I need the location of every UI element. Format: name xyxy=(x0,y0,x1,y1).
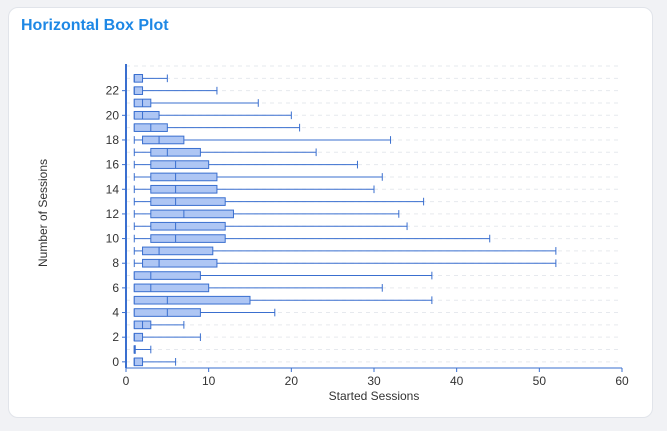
box-body xyxy=(133,295,251,305)
y-tick-label: 22 xyxy=(106,84,120,98)
box-body xyxy=(133,86,144,95)
x-tick-label: 10 xyxy=(202,374,216,388)
box-body xyxy=(150,172,218,182)
x-tick-label: 40 xyxy=(450,374,464,388)
box-16 xyxy=(133,160,358,169)
x-tick-label: 50 xyxy=(533,374,547,388)
box-body xyxy=(142,258,218,268)
x-tick-label: 30 xyxy=(367,374,381,388)
box-19 xyxy=(133,123,301,132)
box-2 xyxy=(133,332,201,342)
chart-card: Horizontal Box Plot xyxy=(8,7,653,418)
box-18 xyxy=(133,135,392,145)
y-tick-label: 0 xyxy=(112,355,119,369)
box-body xyxy=(150,197,226,206)
y-tick-label: 8 xyxy=(112,256,119,270)
box-body xyxy=(133,332,144,342)
box-body xyxy=(150,184,218,194)
box-3 xyxy=(133,320,185,330)
chart-title: Horizontal Box Plot xyxy=(21,17,169,34)
box-body xyxy=(133,74,144,83)
x-axis-title: Started Sessions xyxy=(329,389,420,403)
box-12 xyxy=(133,209,400,219)
y-tick-label: 20 xyxy=(106,108,120,122)
axes: 0 10 20 30 40 50 60 0 2 4 6 8 10 12 14 16 18 20 22 xyxy=(106,64,629,388)
y-tick-label: 6 xyxy=(112,281,119,295)
box-body xyxy=(133,110,160,120)
box-body xyxy=(150,147,201,157)
box-0 xyxy=(133,357,177,367)
y-tick-label: 18 xyxy=(106,133,120,147)
x-tick-label: 0 xyxy=(123,374,130,388)
boxes xyxy=(133,74,557,367)
box-body xyxy=(150,160,210,169)
box-10 xyxy=(133,234,491,243)
y-tick-label: 10 xyxy=(106,232,120,246)
box-21 xyxy=(133,98,259,108)
box-7 xyxy=(133,271,433,280)
box-9 xyxy=(133,246,557,256)
box-14 xyxy=(133,184,375,194)
y-tick-label: 4 xyxy=(112,306,119,320)
box-body xyxy=(150,234,226,243)
box-22 xyxy=(133,86,218,95)
box-body xyxy=(133,357,144,367)
box-17 xyxy=(133,147,317,157)
box-13 xyxy=(133,197,425,206)
x-tick-label: 60 xyxy=(615,374,629,388)
box-4 xyxy=(133,308,276,317)
x-tick-label: 20 xyxy=(285,374,299,388)
box-23 xyxy=(133,74,168,83)
box-6 xyxy=(133,283,383,293)
box-body xyxy=(142,135,185,145)
y-axis-title: Number of Sessions xyxy=(36,159,50,267)
box-body xyxy=(142,246,214,256)
y-tick-label: 12 xyxy=(106,207,120,221)
y-tick-label: 14 xyxy=(106,182,120,196)
y-tick-label: 16 xyxy=(106,158,120,172)
box-body xyxy=(133,283,210,293)
box-8 xyxy=(133,258,557,268)
box-5 xyxy=(133,295,433,305)
box-body xyxy=(150,221,226,231)
y-tick-label: 2 xyxy=(112,330,119,344)
box-1 xyxy=(133,345,152,354)
box-body xyxy=(133,271,201,280)
box-20 xyxy=(133,110,292,120)
box-15 xyxy=(133,172,383,182)
box-11 xyxy=(133,221,408,231)
box-body xyxy=(150,209,234,219)
